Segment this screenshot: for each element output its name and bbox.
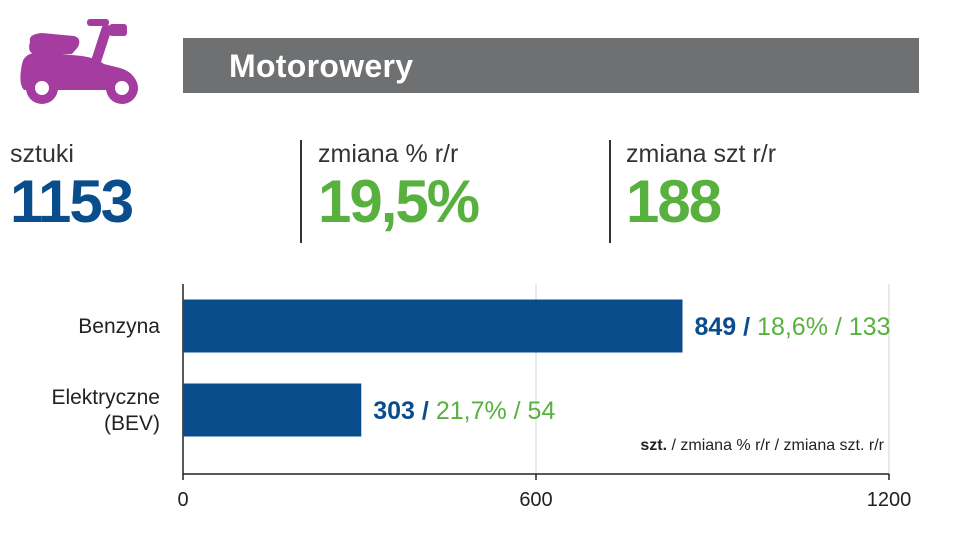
kpi-units-label: sztuki bbox=[10, 140, 74, 168]
kpi-separator bbox=[609, 140, 611, 243]
kpi-units-change-label: zmiana szt r/r bbox=[626, 140, 777, 168]
kpi-units-value: 1153 bbox=[10, 168, 134, 235]
data-label: 303 / 21,7% / 54 bbox=[373, 397, 555, 425]
header-bar: Motorowery bbox=[183, 38, 919, 93]
scooter-icon bbox=[20, 19, 138, 104]
kpi-pct-change: zmiana % r/r 19,5% bbox=[318, 140, 480, 245]
kpi-separator bbox=[300, 140, 302, 243]
category-label: Benzyna bbox=[78, 315, 160, 338]
x-tick-label: 0 bbox=[177, 489, 188, 511]
data-label: 849 / 18,6% / 133 bbox=[694, 313, 890, 341]
kpi-units-change-value: 188 bbox=[626, 168, 722, 235]
kpi-pct-change-value: 19,5% bbox=[318, 168, 480, 235]
category-label: Elektryczne (BEV) bbox=[51, 386, 160, 435]
kpi-pct-change-label: zmiana % r/r bbox=[318, 140, 459, 168]
bar-chart: 0 600 1200 Benzyna 849 / 18,6% / 133 Elektryc… bbox=[51, 284, 912, 511]
bar bbox=[183, 383, 362, 437]
page-title: Motorowery bbox=[229, 48, 414, 84]
x-tick-label: 1200 bbox=[867, 489, 912, 511]
legend-note: szt. / zmiana % r/r / zmiana szt. r/r bbox=[640, 437, 884, 454]
bar bbox=[183, 299, 683, 353]
kpi-units-change: zmiana szt r/r 188 bbox=[626, 140, 776, 245]
x-tick-label: 600 bbox=[519, 489, 552, 511]
kpi-units: sztuki 1153 bbox=[10, 140, 134, 245]
